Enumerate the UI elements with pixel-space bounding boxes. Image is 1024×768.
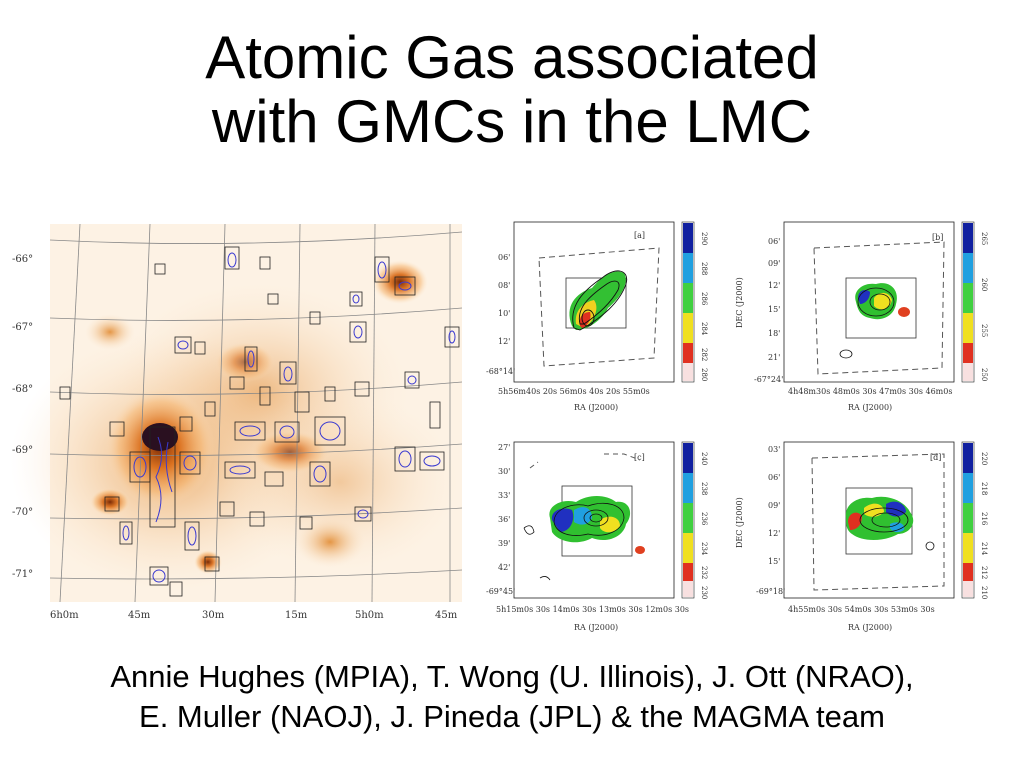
dec-tick-6: -71° (12, 569, 33, 580)
panel-d-cbar-4: 214 (980, 542, 988, 556)
dec-tick-5: -70° (12, 507, 33, 518)
panel-a-cbar-2: 288 (700, 262, 708, 275)
author-line-1: Annie Hughes (MPIA), T. Wong (U. Illinoi… (110, 659, 914, 694)
panel-b-ytick-6: 21' (768, 353, 780, 362)
panel-b-ytick-7: -67°24' (754, 375, 783, 384)
dec-tick-4: -69° (12, 445, 33, 456)
panel-c-xticks: 5h15m0s 30s 14m0s 30s 13m0s 30s 12m0s 30… (496, 605, 689, 614)
title-line-1: Atomic Gas associated (205, 24, 819, 91)
panel-d-ytick-6: -69°18' (756, 587, 785, 596)
panel-c: [c] 240 238 236 234 232 230 27' 30' 33' … (486, 441, 708, 632)
panel-b-xticks: 4h48m30s 48m0s 30s 47m0s 30s 46m0s (788, 387, 952, 396)
ra-tick-2: 45m (128, 610, 151, 621)
panel-c-cbar-3: 236 (700, 512, 708, 526)
panel-b-ytick-3: 12' (768, 281, 780, 290)
panel-c-ytick-3: 33' (498, 491, 510, 500)
gmc-boxes (59, 246, 460, 597)
hi-contours (122, 252, 456, 583)
title-line-2: with GMCs in the LMC (211, 88, 813, 155)
author-line-2: E. Muller (NAOJ), J. Pineda (JPL) & the … (139, 699, 885, 734)
panel-c-ytick-6: 42' (498, 563, 510, 572)
panel-d-ytick-2: 06' (768, 473, 780, 482)
panel-a-ytick-5: -68°14' (486, 367, 515, 376)
panel-a-tag: [a] (634, 231, 645, 240)
panel-a: [a] 290 288 286 284 282 280 06' 08' 10' … (486, 221, 708, 412)
panel-b-cbar-2: 260 (980, 278, 988, 291)
panel-c-cbar-4: 234 (700, 542, 708, 556)
panel-d-tag: [d] (930, 453, 941, 462)
panel-c-cbar-1: 240 (700, 452, 708, 465)
dec-tick-1: -66° (12, 254, 33, 265)
slide-title: Atomic Gas associated with GMCs in the L… (0, 26, 1024, 154)
panel-c-cbar-6: 230 (700, 586, 708, 599)
panel-a-xticks: 5h56m40s 20s 56m0s 40s 20s 55m0s (498, 387, 650, 396)
panel-b-tag: [b] (932, 233, 943, 242)
ra-tick-3: 30m (202, 610, 225, 621)
panel-d-ytick-1: 03' (768, 445, 780, 454)
author-list: Annie Hughes (MPIA), T. Wong (U. Illinoi… (0, 657, 1024, 737)
panel-b-xlabel: RA (J2000) (848, 403, 892, 412)
panel-c-tag: [c] (634, 453, 645, 462)
panel-d-xlabel: RA (J2000) (848, 623, 892, 632)
panel-d-cbar-2: 218 (980, 482, 988, 495)
panel-c-ytick-2: 30' (498, 467, 510, 476)
panel-a-xlabel: RA (J2000) (574, 403, 618, 412)
lmc-hi-map: -66° -67° -68° -69° -70° -71° 6h0m 45m 3… (10, 223, 463, 621)
panel-b-cbar-4: 250 (980, 368, 988, 381)
panel-b-ylabel: DEC (J2000) (735, 277, 744, 328)
panel-a-cbar-1: 290 (700, 232, 708, 245)
panel-a-ytick-1: 06' (498, 253, 510, 262)
panel-d-cbar-3: 216 (980, 512, 988, 526)
dec-tick-2: -67° (12, 322, 33, 333)
panel-b-ytick-4: 15' (768, 305, 780, 314)
panel-c-ytick-5: 39' (498, 539, 510, 548)
panel-b-cbar-3: 255 (980, 324, 988, 337)
panel-d-cbar-5: 212 (980, 566, 988, 579)
ra-tick-5: 5h0m (355, 610, 384, 621)
coordinate-grid (49, 223, 463, 603)
panel-a-cbar-6: 280 (700, 368, 708, 381)
panel-c-ytick-4: 36' (498, 515, 510, 524)
panel-a-ytick-4: 12' (498, 337, 510, 346)
panel-c-xlabel: RA (J2000) (574, 623, 618, 632)
ra-tick-1: 6h0m (50, 610, 79, 621)
panel-c-cbar-5: 232 (700, 566, 708, 579)
panel-a-cbar-5: 282 (700, 348, 708, 361)
panel-d: [d] 220 218 216 214 212 210 DEC (J2000) … (735, 441, 988, 632)
panel-d-ytick-4: 12' (768, 529, 780, 538)
panel-a-cbar-3: 286 (700, 292, 708, 306)
panel-c-ytick-1: 27' (498, 443, 510, 452)
panel-b-cbar-1: 265 (980, 232, 988, 245)
ra-tick-4: 15m (285, 610, 308, 621)
panel-a-ytick-2: 08' (498, 281, 510, 290)
panel-c-cbar-2: 238 (700, 482, 708, 495)
panel-d-cbar-6: 210 (980, 586, 988, 599)
panel-b: [b] 265 260 255 250 DEC (J2000) 06' 09' … (735, 221, 988, 412)
dec-tick-3: -68° (12, 384, 33, 395)
panel-a-ytick-3: 10' (498, 309, 510, 318)
panel-c-ytick-7: -69°45' (486, 587, 515, 596)
panel-d-ytick-5: 15' (768, 557, 780, 566)
panel-b-ytick-2: 09' (768, 259, 780, 268)
ra-tick-6: 45m (435, 610, 458, 621)
panel-b-ytick-1: 06' (768, 237, 780, 246)
panel-d-ylabel: DEC (J2000) (735, 497, 744, 548)
panel-d-ytick-3: 09' (768, 501, 780, 510)
panel-d-xticks: 4h55m0s 30s 54m0s 30s 53m0s 30s (788, 605, 935, 614)
panel-d-cbar-1: 220 (980, 452, 988, 465)
panel-a-cbar-4: 284 (700, 322, 708, 336)
panel-b-ytick-5: 18' (768, 329, 780, 338)
